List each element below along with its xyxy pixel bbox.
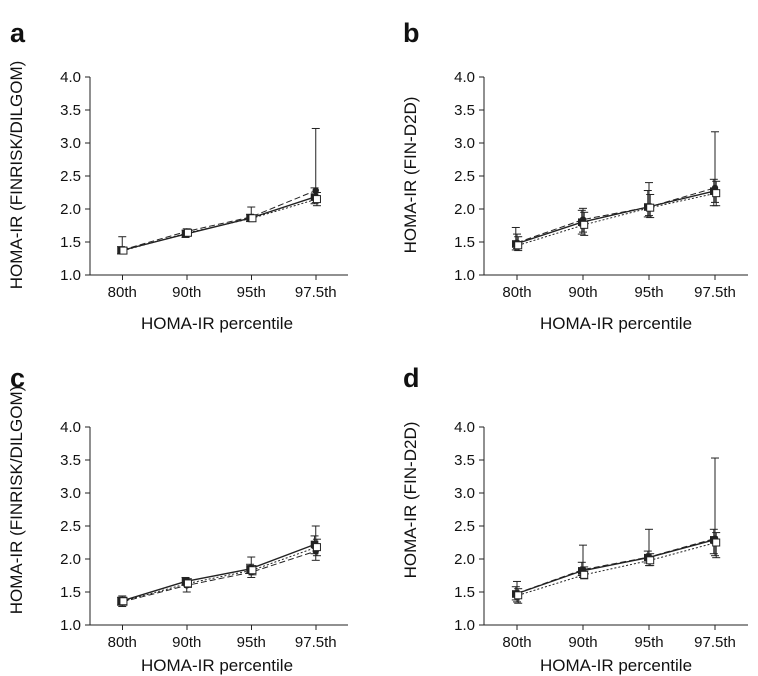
y-tick-label: 3.5 [60, 102, 81, 119]
x-tick-label: 95th [237, 634, 266, 651]
y-tick-label: 1.5 [60, 584, 81, 601]
y-tick-label: 2.5 [60, 518, 81, 535]
series-line [123, 546, 318, 602]
series-line [122, 190, 316, 251]
x-tick-label: 90th [172, 634, 201, 651]
series-line [122, 550, 316, 603]
data-point [712, 538, 721, 547]
data-point [646, 203, 655, 212]
y-tick-label: 4.0 [454, 69, 475, 86]
y-tick-label: 1.5 [454, 234, 475, 251]
plot-area-a: 1.0 1.5 2.0 2.5 3.0 3.5 4.0 80th 90th 95th 97.5th [60, 69, 348, 301]
panel-letter: d [403, 363, 420, 393]
data-point [119, 246, 128, 255]
series-line [515, 539, 714, 595]
data-point [646, 556, 655, 565]
data-point [312, 543, 321, 552]
data-point [514, 591, 523, 600]
x-tick-label: 97.5th [295, 284, 337, 301]
y-tick-label: 4.0 [60, 69, 81, 86]
series-line [516, 538, 716, 594]
y-tick-label: 4.0 [60, 419, 81, 436]
panel-d: d HOMA-IR (FIN-D2D) HOMA-IR percentile 1… [401, 363, 748, 675]
data-point [248, 566, 257, 575]
data-point [712, 189, 721, 198]
y-tick-label: 1.0 [454, 617, 475, 634]
panel-a: a HOMA-IR (FINRISK/DILGOM) HOMA-IR perce… [7, 18, 348, 333]
series-line [120, 543, 315, 602]
y-tick-label: 3.0 [60, 485, 81, 502]
y-tick-label: 1.0 [60, 617, 81, 634]
data-point [119, 597, 128, 606]
panel-letter: c [10, 363, 25, 393]
series-line [518, 542, 717, 596]
series-line [516, 187, 716, 244]
y-axis-title: HOMA-IR (FINRISK/DILGOM) [7, 386, 26, 615]
y-axis-title: HOMA-IR (FIN-D2D) [401, 422, 420, 579]
y-tick-label: 2.0 [454, 201, 475, 218]
y-tick-label: 3.5 [454, 102, 475, 119]
series-line [120, 196, 315, 252]
series-line [518, 192, 717, 246]
x-tick-label: 90th [568, 634, 597, 651]
y-tick-label: 2.5 [60, 168, 81, 185]
y-tick-label: 2.0 [60, 201, 81, 218]
y-tick-label: 2.5 [454, 518, 475, 535]
y-axis-title: HOMA-IR (FIN-D2D) [401, 97, 420, 254]
x-tick-label: 97.5th [694, 634, 736, 651]
panel-letter: b [403, 18, 420, 48]
x-tick-label: 97.5th [694, 284, 736, 301]
series-line [123, 198, 318, 252]
x-axis-title: HOMA-IR percentile [141, 314, 293, 333]
x-tick-label: 90th [172, 284, 201, 301]
x-tick-label: 80th [502, 284, 531, 301]
y-tick-label: 2.0 [60, 551, 81, 568]
panel-letter: a [10, 18, 26, 48]
y-tick-label: 2.5 [454, 168, 475, 185]
y-tick-label: 3.0 [454, 135, 475, 152]
x-tick-label: 90th [568, 284, 597, 301]
x-tick-label: 80th [502, 634, 531, 651]
plot-area-d: 1.0 1.5 2.0 2.5 3.0 3.5 4.0 80th 90th 95th 97.5th [454, 419, 748, 651]
x-axis-title: HOMA-IR percentile [540, 656, 692, 675]
x-tick-label: 80th [108, 284, 137, 301]
data-point [248, 214, 257, 223]
y-tick-label: 1.5 [454, 584, 475, 601]
data-point [183, 228, 192, 237]
data-point [183, 579, 192, 588]
y-tick-label: 4.0 [454, 419, 475, 436]
plot-area-c: 1.0 1.5 2.0 2.5 3.0 3.5 4.0 80th 90th 95th 97.5th [60, 419, 348, 651]
y-axis-title: HOMA-IR (FINRISK/DILGOM) [7, 61, 26, 290]
y-tick-label: 3.5 [60, 452, 81, 469]
y-tick-label: 1.0 [60, 267, 81, 284]
series-line [515, 190, 714, 245]
y-tick-label: 3.5 [454, 452, 475, 469]
data-point [580, 220, 589, 229]
x-tick-label: 80th [108, 634, 137, 651]
panel-b: b HOMA-IR (FIN-D2D) HOMA-IR percentile 1… [401, 18, 748, 333]
x-axis-title: HOMA-IR percentile [141, 656, 293, 675]
plot-area-b: 1.0 1.5 2.0 2.5 3.0 3.5 4.0 80th 90th 95th 97.5th [454, 69, 748, 301]
y-tick-label: 3.0 [454, 485, 475, 502]
x-tick-label: 97.5th [295, 634, 337, 651]
x-tick-label: 95th [634, 284, 663, 301]
panel-c: c HOMA-IR (FINRISK/DILGOM) HOMA-IR perce… [7, 363, 348, 675]
data-point [514, 241, 523, 250]
y-tick-label: 2.0 [454, 551, 475, 568]
y-tick-label: 3.0 [60, 135, 81, 152]
y-tick-label: 1.5 [60, 234, 81, 251]
x-tick-label: 95th [237, 284, 266, 301]
data-point [580, 570, 589, 579]
data-point [312, 195, 321, 204]
y-tick-label: 1.0 [454, 267, 475, 284]
x-axis-title: HOMA-IR percentile [540, 314, 692, 333]
x-tick-label: 95th [634, 634, 663, 651]
